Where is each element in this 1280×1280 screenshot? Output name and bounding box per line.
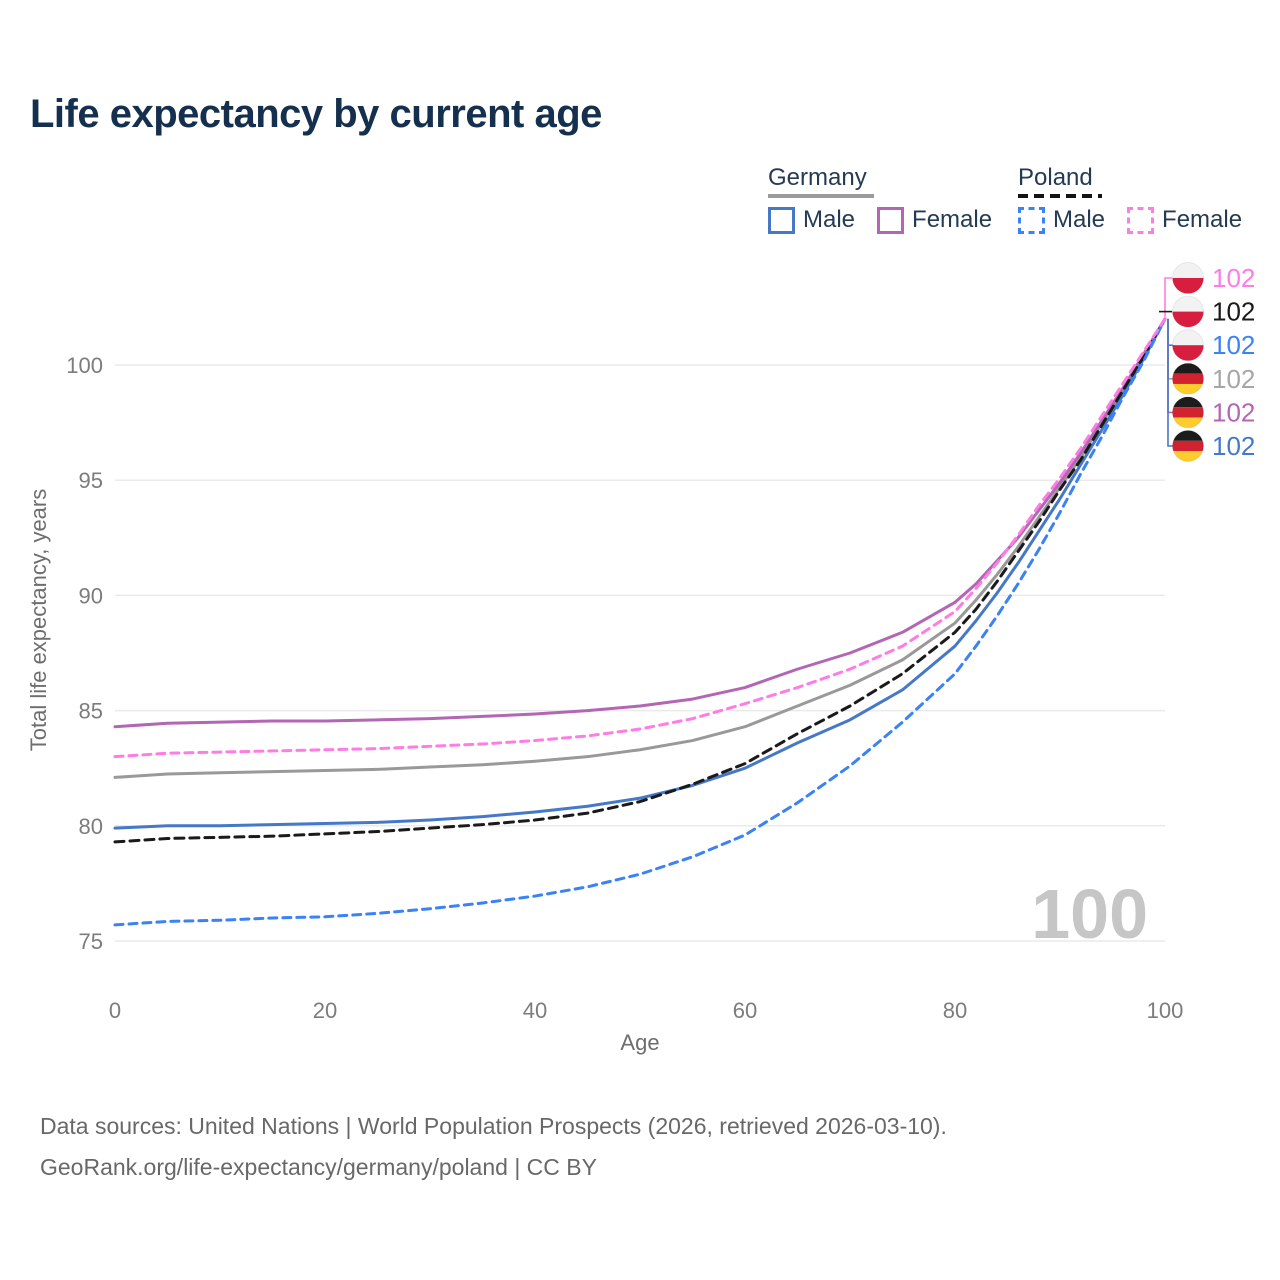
legend-item-label: Male [1053, 206, 1106, 233]
age-counter-watermark: 100 [1031, 875, 1148, 953]
flag-icon-poland [1172, 262, 1204, 294]
legend-item-label: Female [912, 206, 993, 233]
legend-poland-line-swatch [1018, 194, 1102, 198]
legend-items-germany: Male Female [768, 206, 992, 234]
flag-icon-germany [1172, 362, 1204, 395]
x-tick-label: 80 [943, 998, 967, 1023]
series-line-germany-female[interactable] [113, 317, 1167, 729]
end-value-label-germany-female: 102 [1212, 397, 1255, 427]
legend-group-germany-label[interactable]: Germany [768, 164, 867, 191]
legend-item-germany-male[interactable]: Male [768, 206, 855, 234]
footer: Data sources: United Nations | World Pop… [40, 1106, 947, 1188]
y-tick-label: 75 [79, 929, 103, 954]
legend-items-poland: Male Female [1018, 206, 1242, 234]
germany-female-swatch-icon [877, 206, 905, 234]
x-axis-title: Age [620, 1030, 659, 1055]
series-line-germany-male[interactable] [113, 317, 1167, 830]
source-url-text: GeoRank.org/life-expectancy/germany/pola… [40, 1154, 597, 1180]
end-label-leader-line [1164, 277, 1172, 317]
x-tick-label: 40 [523, 998, 547, 1023]
end-value-label-poland-male: 102 [1212, 330, 1255, 360]
end-value-label-germany-total: 102 [1212, 364, 1255, 394]
series-line-poland-female[interactable] [113, 317, 1167, 759]
series-line-poland-total[interactable] [113, 317, 1167, 844]
poland-male-swatch-icon [1018, 206, 1045, 234]
flag-icon-germany [1172, 396, 1204, 429]
y-tick-label: 100 [66, 353, 103, 378]
x-tick-label: 60 [733, 998, 757, 1023]
legend-item-poland-male[interactable]: Male [1018, 206, 1105, 234]
y-tick-label: 95 [79, 468, 103, 493]
flag-icon-poland [1172, 329, 1204, 362]
legend-item-label: Female [1162, 206, 1243, 233]
legend-item-germany-female[interactable]: Female [877, 206, 992, 234]
x-tick-label: 100 [1147, 998, 1184, 1023]
end-value-label-poland-female: 102 [1212, 263, 1255, 293]
germany-male-swatch-icon [768, 206, 795, 234]
flag-icon-germany [1172, 430, 1204, 462]
y-tick-label: 85 [79, 699, 103, 724]
series-line-germany-total[interactable] [113, 317, 1167, 779]
x-tick-label: 0 [109, 998, 121, 1023]
legend-germany-line-swatch [768, 194, 874, 198]
flag-icon-poland [1172, 295, 1204, 328]
legend-item-poland-female[interactable]: Female [1127, 206, 1242, 234]
page-title: Life expectancy by current age [30, 92, 602, 136]
end-value-label-germany-male: 102 [1212, 431, 1255, 461]
data-sources-text: Data sources: United Nations | World Pop… [40, 1113, 947, 1139]
y-tick-label: 80 [79, 814, 103, 839]
poland-female-swatch-icon [1127, 206, 1155, 234]
end-value-label-poland-total: 102 [1212, 297, 1255, 327]
series-line-poland-male[interactable] [113, 317, 1167, 927]
legend-group-poland-label[interactable]: Poland [1018, 164, 1093, 191]
legend-item-label: Male [803, 206, 856, 233]
y-tick-label: 90 [79, 583, 103, 608]
x-tick-label: 20 [313, 998, 337, 1023]
end-label-leader-line [1167, 318, 1175, 414]
y-axis-title: Total life expectancy, years [26, 489, 51, 752]
